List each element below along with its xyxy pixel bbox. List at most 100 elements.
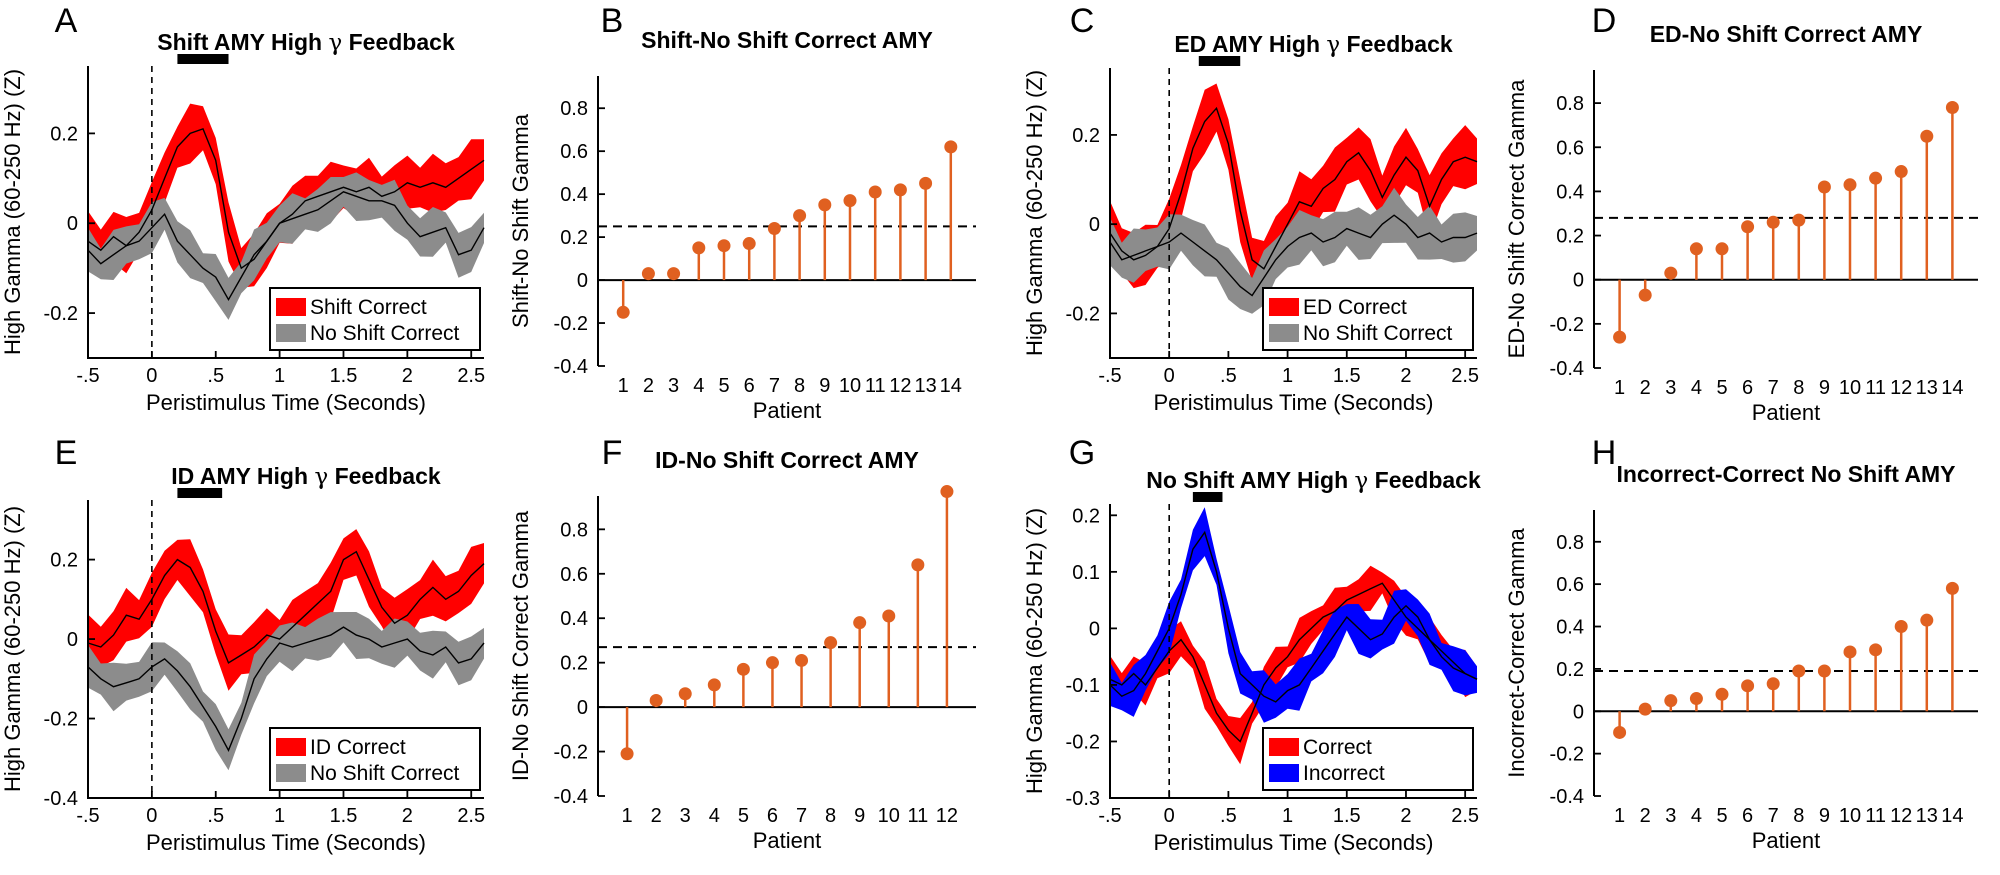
band-no-shift-correct [88, 612, 484, 771]
stem-marker [853, 616, 867, 630]
title-part: High [1291, 467, 1355, 493]
panel-title: ID-No Shift Correct AMY [655, 447, 919, 473]
stem-marker [707, 678, 721, 692]
title-part: High [1263, 31, 1327, 57]
title-part: Feedback [1368, 467, 1481, 493]
x-tick-label: 0 [146, 805, 157, 827]
y-tick-label: -0.4 [44, 788, 78, 810]
x-tick-label: 0 [146, 365, 157, 387]
y-tick-label: 0.2 [50, 550, 78, 572]
y-tick-label: -0.2 [44, 709, 78, 731]
stem-marker [1766, 215, 1780, 229]
y-tick-label: 0.4 [560, 608, 588, 630]
band-ed-correct [1110, 83, 1477, 298]
y-axis-label: Shift-No Shift Gamma [508, 113, 533, 328]
y-tick-label: 0.8 [560, 519, 588, 541]
panel-letter: C [1070, 2, 1095, 40]
panel-letter: E [55, 434, 78, 472]
stem-marker [882, 609, 896, 623]
y-tick-label: -0.2 [1066, 303, 1100, 325]
x-tick-label: 8 [1793, 805, 1804, 827]
x-tick-label: 2 [402, 365, 413, 387]
stem-marker [1741, 679, 1755, 693]
x-tick-label: 1 [1614, 805, 1625, 827]
panel-title: Incorrect-Correct No Shift AMY [1616, 461, 1955, 487]
mean-line-correct [1109, 582, 1478, 743]
title-part: High [265, 29, 329, 55]
x-tick-label: 5 [718, 375, 729, 397]
stem-marker [1945, 101, 1959, 115]
x-tick-label: 1 [618, 375, 629, 397]
stem-marker [1945, 581, 1959, 595]
stem-marker [616, 305, 630, 319]
x-tick-label: 10 [1839, 377, 1861, 399]
x-tick-label: 2 [1640, 805, 1651, 827]
x-axis-label: Patient [1752, 828, 1821, 853]
mean-line-no-shift-correct [1109, 214, 1478, 297]
panel-letter: F [602, 434, 623, 472]
x-tick-label: 3 [680, 805, 691, 827]
stem-marker [1689, 242, 1703, 256]
panel-G: G No Shift AMY High γ Feedback -.5 0 .5 1 1.5 2… [1022, 434, 1481, 855]
y-tick-label: -0.4 [554, 786, 588, 808]
x-tick-label: 10 [878, 805, 900, 827]
stem-marker [1817, 664, 1831, 678]
y-tick-label: -0.2 [1066, 731, 1100, 753]
y-tick-label: 0 [577, 270, 588, 292]
legend-label: Shift Correct [310, 296, 427, 319]
x-tick-label: -.5 [76, 365, 99, 387]
stem-marker [1715, 242, 1729, 256]
panel-letter: B [601, 2, 624, 40]
stem-marker [1792, 213, 1806, 227]
stem-marker [1869, 643, 1883, 657]
stem-marker [742, 237, 756, 251]
x-tick-label: 12 [889, 375, 911, 397]
stem-marker [1613, 725, 1627, 739]
x-tick-label: 2.5 [1451, 365, 1479, 387]
x-tick-label: 9 [854, 805, 865, 827]
x-tick-label: 2 [402, 805, 413, 827]
x-tick-label: 1 [1282, 365, 1293, 387]
x-tick-label: 3 [1665, 377, 1676, 399]
mean-line-no-shift-correct [87, 626, 485, 752]
x-tick-label: 2.5 [457, 365, 485, 387]
y-tick-label: 0 [577, 697, 588, 719]
x-tick-label: 9 [1819, 377, 1830, 399]
y-tick-label: -0.4 [554, 356, 588, 378]
x-tick-label: 6 [1742, 805, 1753, 827]
stem-marker [1664, 266, 1678, 280]
panel-title: Shift AMY High γ Feedback [157, 29, 455, 56]
x-tick-label: 8 [1793, 377, 1804, 399]
title-part: AMY [1212, 31, 1263, 57]
x-tick-label: 1.5 [1333, 365, 1361, 387]
legend-swatch [276, 324, 306, 342]
panel-title: ED AMY High γ Feedback [1174, 31, 1453, 58]
stem-marker [1920, 129, 1934, 143]
stem-marker [1741, 220, 1755, 234]
x-tick-label: 2.5 [457, 805, 485, 827]
stem-marker [1869, 171, 1883, 185]
gamma-symbol: γ [314, 464, 328, 490]
y-tick-label: 0.6 [560, 141, 588, 163]
y-tick-label: 0 [67, 213, 78, 235]
y-tick-label: 0.2 [1072, 505, 1100, 527]
x-axis-label: Peristimulus Time (Seconds) [1154, 830, 1434, 855]
y-tick-label: -0.2 [1550, 314, 1584, 336]
y-tick-label: 0.6 [1556, 574, 1584, 596]
stem-marker [692, 241, 706, 255]
gamma-symbol: γ [1326, 32, 1340, 58]
x-tick-label: .5 [1220, 365, 1237, 387]
gamma-symbol: γ [1355, 468, 1369, 494]
x-axis-label: Peristimulus Time (Seconds) [146, 390, 426, 415]
legend-swatch [1269, 324, 1299, 342]
panel-letter: G [1069, 434, 1095, 472]
stem-marker [795, 653, 809, 667]
x-tick-label: 6 [744, 375, 755, 397]
y-tick-label: 0.2 [1556, 226, 1584, 248]
panel-letter: A [55, 2, 78, 40]
x-tick-label: 2 [1400, 805, 1411, 827]
significance-bar [177, 488, 223, 498]
stem-marker [1920, 613, 1934, 627]
x-tick-label: 12 [1890, 377, 1912, 399]
